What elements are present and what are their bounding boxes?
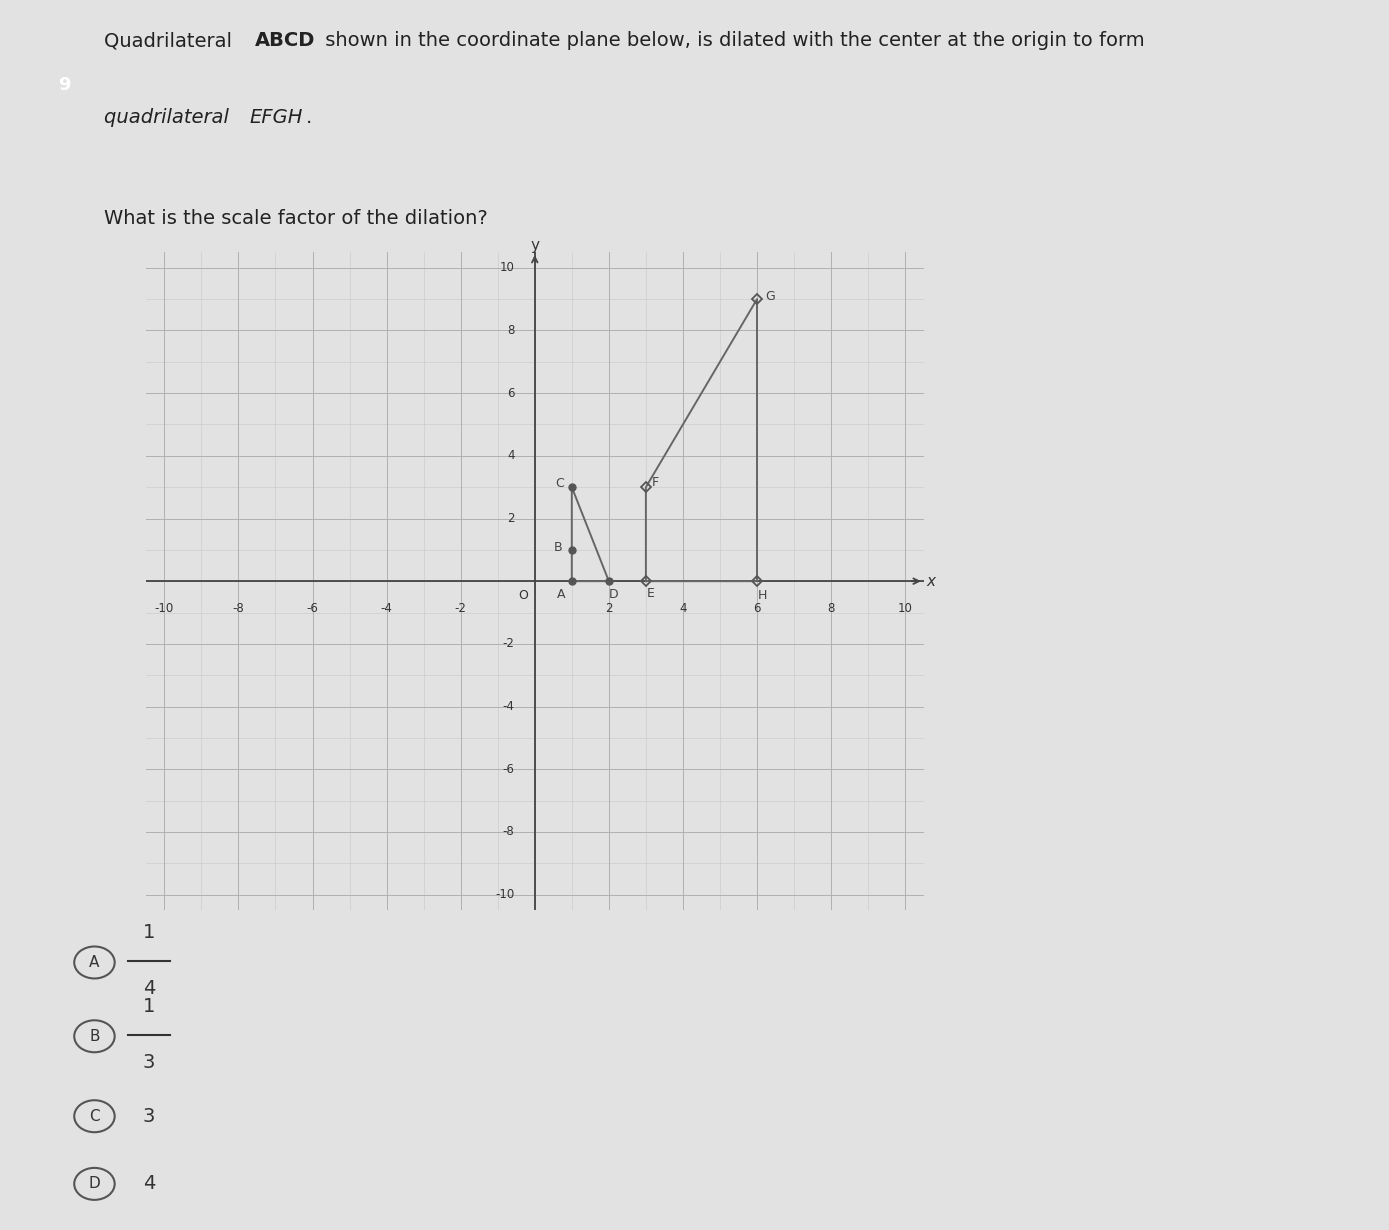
- Text: 4: 4: [507, 449, 514, 462]
- Text: D: D: [608, 588, 618, 600]
- Text: C: C: [556, 477, 564, 490]
- Text: 1: 1: [143, 924, 156, 942]
- Text: -2: -2: [454, 601, 467, 615]
- Text: O: O: [518, 589, 529, 601]
- Text: 1: 1: [143, 998, 156, 1016]
- Text: A: A: [557, 588, 565, 600]
- Text: .: .: [306, 108, 313, 127]
- Text: 6: 6: [507, 386, 514, 400]
- Text: 4: 4: [143, 1175, 156, 1193]
- Text: 2: 2: [606, 601, 613, 615]
- Text: 6: 6: [753, 601, 761, 615]
- Text: 4: 4: [679, 601, 686, 615]
- Text: 8: 8: [507, 323, 514, 337]
- Text: shown in the coordinate plane below, is dilated with the center at the origin to: shown in the coordinate plane below, is …: [319, 31, 1145, 50]
- Text: y: y: [531, 239, 539, 253]
- Text: -6: -6: [503, 763, 514, 776]
- Text: C: C: [89, 1108, 100, 1124]
- Text: 3: 3: [143, 1053, 156, 1073]
- Text: 8: 8: [828, 601, 835, 615]
- Text: x: x: [926, 573, 936, 589]
- Text: 10: 10: [897, 601, 913, 615]
- Text: -10: -10: [494, 888, 514, 902]
- Text: H: H: [758, 589, 767, 601]
- Text: -4: -4: [381, 601, 393, 615]
- Text: D: D: [89, 1176, 100, 1192]
- Text: 4: 4: [143, 979, 156, 999]
- Text: B: B: [553, 541, 563, 554]
- Text: -8: -8: [232, 601, 244, 615]
- Text: 10: 10: [500, 261, 514, 274]
- Text: ABCD: ABCD: [256, 31, 315, 50]
- Text: -2: -2: [503, 637, 514, 651]
- Text: F: F: [651, 476, 658, 490]
- Text: 2: 2: [507, 512, 514, 525]
- Text: -6: -6: [307, 601, 318, 615]
- Text: 3: 3: [143, 1107, 156, 1125]
- Text: E: E: [646, 587, 654, 600]
- Text: 9: 9: [58, 76, 69, 93]
- Text: G: G: [765, 289, 775, 303]
- Text: -8: -8: [503, 825, 514, 839]
- Text: EFGH: EFGH: [250, 108, 303, 127]
- Text: -10: -10: [154, 601, 174, 615]
- Text: A: A: [89, 954, 100, 970]
- Text: -4: -4: [503, 700, 514, 713]
- Text: quadrilateral: quadrilateral: [104, 108, 235, 127]
- Text: What is the scale factor of the dilation?: What is the scale factor of the dilation…: [104, 209, 488, 228]
- Text: Quadrilateral: Quadrilateral: [104, 31, 239, 50]
- Text: B: B: [89, 1028, 100, 1044]
